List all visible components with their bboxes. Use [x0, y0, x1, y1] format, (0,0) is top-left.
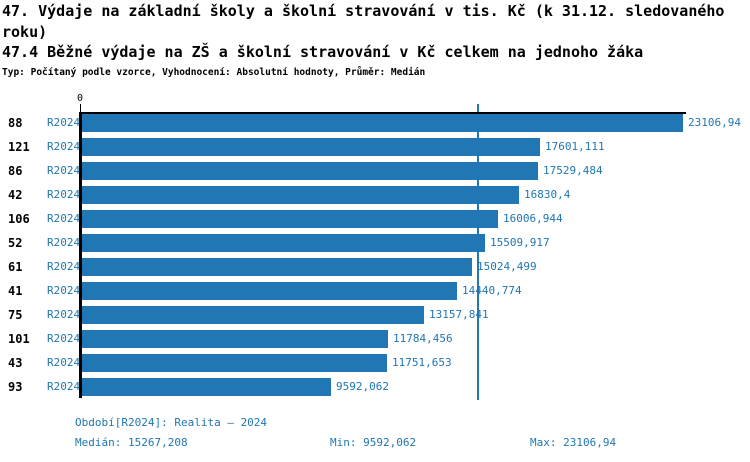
bar-value-label: 9592,062 [336, 380, 389, 393]
row-id-label: 43 [8, 356, 23, 370]
bar-row-41: 41 R2024 14440,774 [0, 282, 750, 300]
bar-row-52: 52 R2024 15509,917 [0, 234, 750, 252]
row-id-label: 86 [8, 164, 23, 178]
bar-value-label: 23106,94 [688, 116, 741, 129]
row-id-label: 88 [8, 116, 23, 130]
row-period-label: R2024 [47, 164, 81, 177]
bar-row-88: 88 R2024 23106,94 [0, 114, 750, 132]
row-period-label: R2024 [47, 308, 81, 321]
page-title: 47. Výdaje na základní školy a školní st… [2, 2, 725, 41]
row-id-label: 42 [8, 188, 23, 202]
bar-row-106: 106 R2024 16006,944 [0, 210, 750, 228]
row-period-label: R2024 [47, 140, 81, 153]
row-id-label: 75 [8, 308, 23, 322]
y-axis-line [79, 113, 82, 398]
bar [81, 210, 498, 228]
bar-value-label: 15024,499 [477, 260, 537, 273]
bar-value-label: 17529,484 [543, 164, 603, 177]
bar-row-42: 42 R2024 16830,4 [0, 186, 750, 204]
bar [81, 114, 683, 132]
footer-min-stat: Min: 9592,062 [330, 436, 417, 449]
bar [81, 330, 388, 348]
bar-value-label: 14440,774 [462, 284, 522, 297]
row-period-label: R2024 [47, 284, 81, 297]
bar-value-label: 13157,841 [429, 308, 489, 321]
bar-value-label: 17601,111 [545, 140, 605, 153]
chart-top-border [79, 112, 686, 114]
bar-row-101: 101 R2024 11784,456 [0, 330, 750, 348]
footer-max-stat: Max: 23106,94 [530, 436, 617, 449]
row-id-label: 61 [8, 260, 23, 274]
bar [81, 138, 540, 156]
x-axis-zero-tick-label: 0 [76, 93, 84, 104]
bar-row-93: 93 R2024 9592,062 [0, 378, 750, 396]
bar-value-label: 16830,4 [524, 188, 571, 201]
row-id-label: 106 [8, 212, 30, 226]
row-period-label: R2024 [47, 236, 81, 249]
bar-value-label: 15509,917 [490, 236, 550, 249]
bar [81, 186, 519, 204]
row-id-label: 52 [8, 236, 23, 250]
bar [81, 258, 472, 276]
bar-row-75: 75 R2024 13157,841 [0, 306, 750, 324]
bar [81, 306, 424, 324]
row-period-label: R2024 [47, 332, 81, 345]
chart-meta-line: Typ: Počítaný podle vzorce, Vyhodnocení:… [2, 67, 426, 78]
bar-row-86: 86 R2024 17529,484 [0, 162, 750, 180]
row-period-label: R2024 [47, 116, 81, 129]
bar-value-label: 16006,944 [503, 212, 563, 225]
bar-value-label: 11784,456 [393, 332, 453, 345]
bar [81, 354, 387, 372]
bar [81, 162, 538, 180]
median-reference-line [477, 104, 479, 400]
bar [81, 282, 457, 300]
bar [81, 234, 485, 252]
bar-row-43: 43 R2024 11751,653 [0, 354, 750, 372]
row-period-label: R2024 [47, 356, 81, 369]
footer-period-legend: Období[R2024]: Realita – 2024 [75, 416, 268, 429]
row-period-label: R2024 [47, 212, 81, 225]
bar [81, 378, 331, 396]
row-id-label: 93 [8, 380, 23, 394]
x-axis-zero-tick-mark [80, 104, 81, 113]
footer-median-stat: Medián: 15267,208 [75, 436, 188, 449]
bar-row-61: 61 R2024 15024,499 [0, 258, 750, 276]
row-period-label: R2024 [47, 260, 81, 273]
bar-row-121: 121 R2024 17601,111 [0, 138, 750, 156]
row-id-label: 101 [8, 332, 30, 346]
bar-value-label: 11751,653 [392, 356, 452, 369]
page-subtitle: 47.4 Běžné výdaje na ZŠ a školní stravov… [2, 43, 644, 61]
row-period-label: R2024 [47, 380, 81, 393]
row-id-label: 41 [8, 284, 23, 298]
row-id-label: 121 [8, 140, 30, 154]
row-period-label: R2024 [47, 188, 81, 201]
